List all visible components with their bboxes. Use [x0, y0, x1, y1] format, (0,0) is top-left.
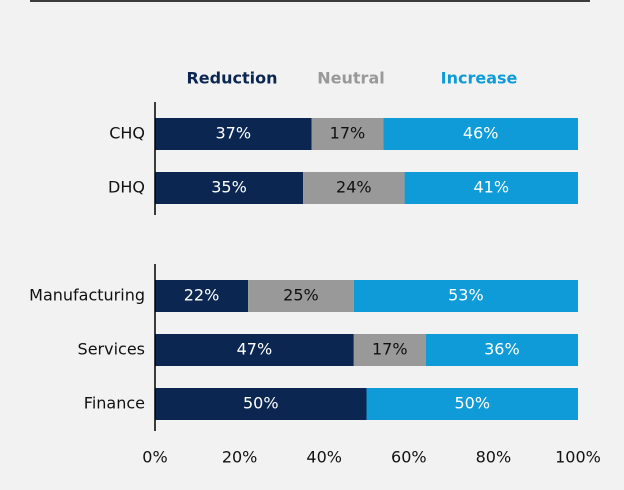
- bar-label: 25%: [283, 286, 319, 305]
- x-tick-label: 80%: [476, 448, 512, 467]
- bar-segment: [155, 118, 312, 150]
- bar-label: 17%: [330, 124, 366, 143]
- bar-label: 47%: [237, 340, 273, 359]
- bar-segment: [366, 388, 578, 420]
- legend-label: Neutral: [317, 69, 384, 88]
- x-tick-label: 40%: [306, 448, 342, 467]
- x-tick-label: 60%: [391, 448, 427, 467]
- bar-label: 50%: [243, 394, 279, 413]
- bar-label: 35%: [211, 178, 247, 197]
- y-tick-label: CHQ: [109, 124, 145, 143]
- bar-segment: [155, 334, 354, 366]
- bar-label: 53%: [448, 286, 484, 305]
- bar-segment: [155, 388, 367, 420]
- bar-label: 46%: [463, 124, 499, 143]
- bar-label: 24%: [336, 178, 372, 197]
- bar-segment: [383, 118, 578, 150]
- legend-label: Reduction: [186, 69, 277, 88]
- bar-segment: [425, 334, 578, 366]
- bar-segment: [311, 118, 384, 150]
- bar-segment: [404, 172, 578, 204]
- y-tick-label: Finance: [84, 394, 145, 413]
- bar-label: 50%: [454, 394, 490, 413]
- bar-label: 17%: [372, 340, 408, 359]
- bar-label: 37%: [215, 124, 251, 143]
- bar-label: 22%: [184, 286, 220, 305]
- x-tick-label: 0%: [142, 448, 167, 467]
- y-tick-label: Services: [78, 340, 145, 359]
- bar-segment: [303, 172, 405, 204]
- bar-segment: [155, 172, 304, 204]
- bar-segment: [248, 280, 354, 312]
- legend-label: Increase: [441, 69, 518, 88]
- bar-label: 41%: [474, 178, 510, 197]
- x-tick-label: 100%: [555, 448, 601, 467]
- y-tick-label: Manufacturing: [29, 286, 145, 305]
- bar-segment: [353, 334, 426, 366]
- bar-label: 36%: [484, 340, 520, 359]
- x-tick-label: 20%: [222, 448, 258, 467]
- bar-segment: [155, 280, 249, 312]
- y-tick-label: DHQ: [108, 178, 145, 197]
- bar-segment: [353, 280, 578, 312]
